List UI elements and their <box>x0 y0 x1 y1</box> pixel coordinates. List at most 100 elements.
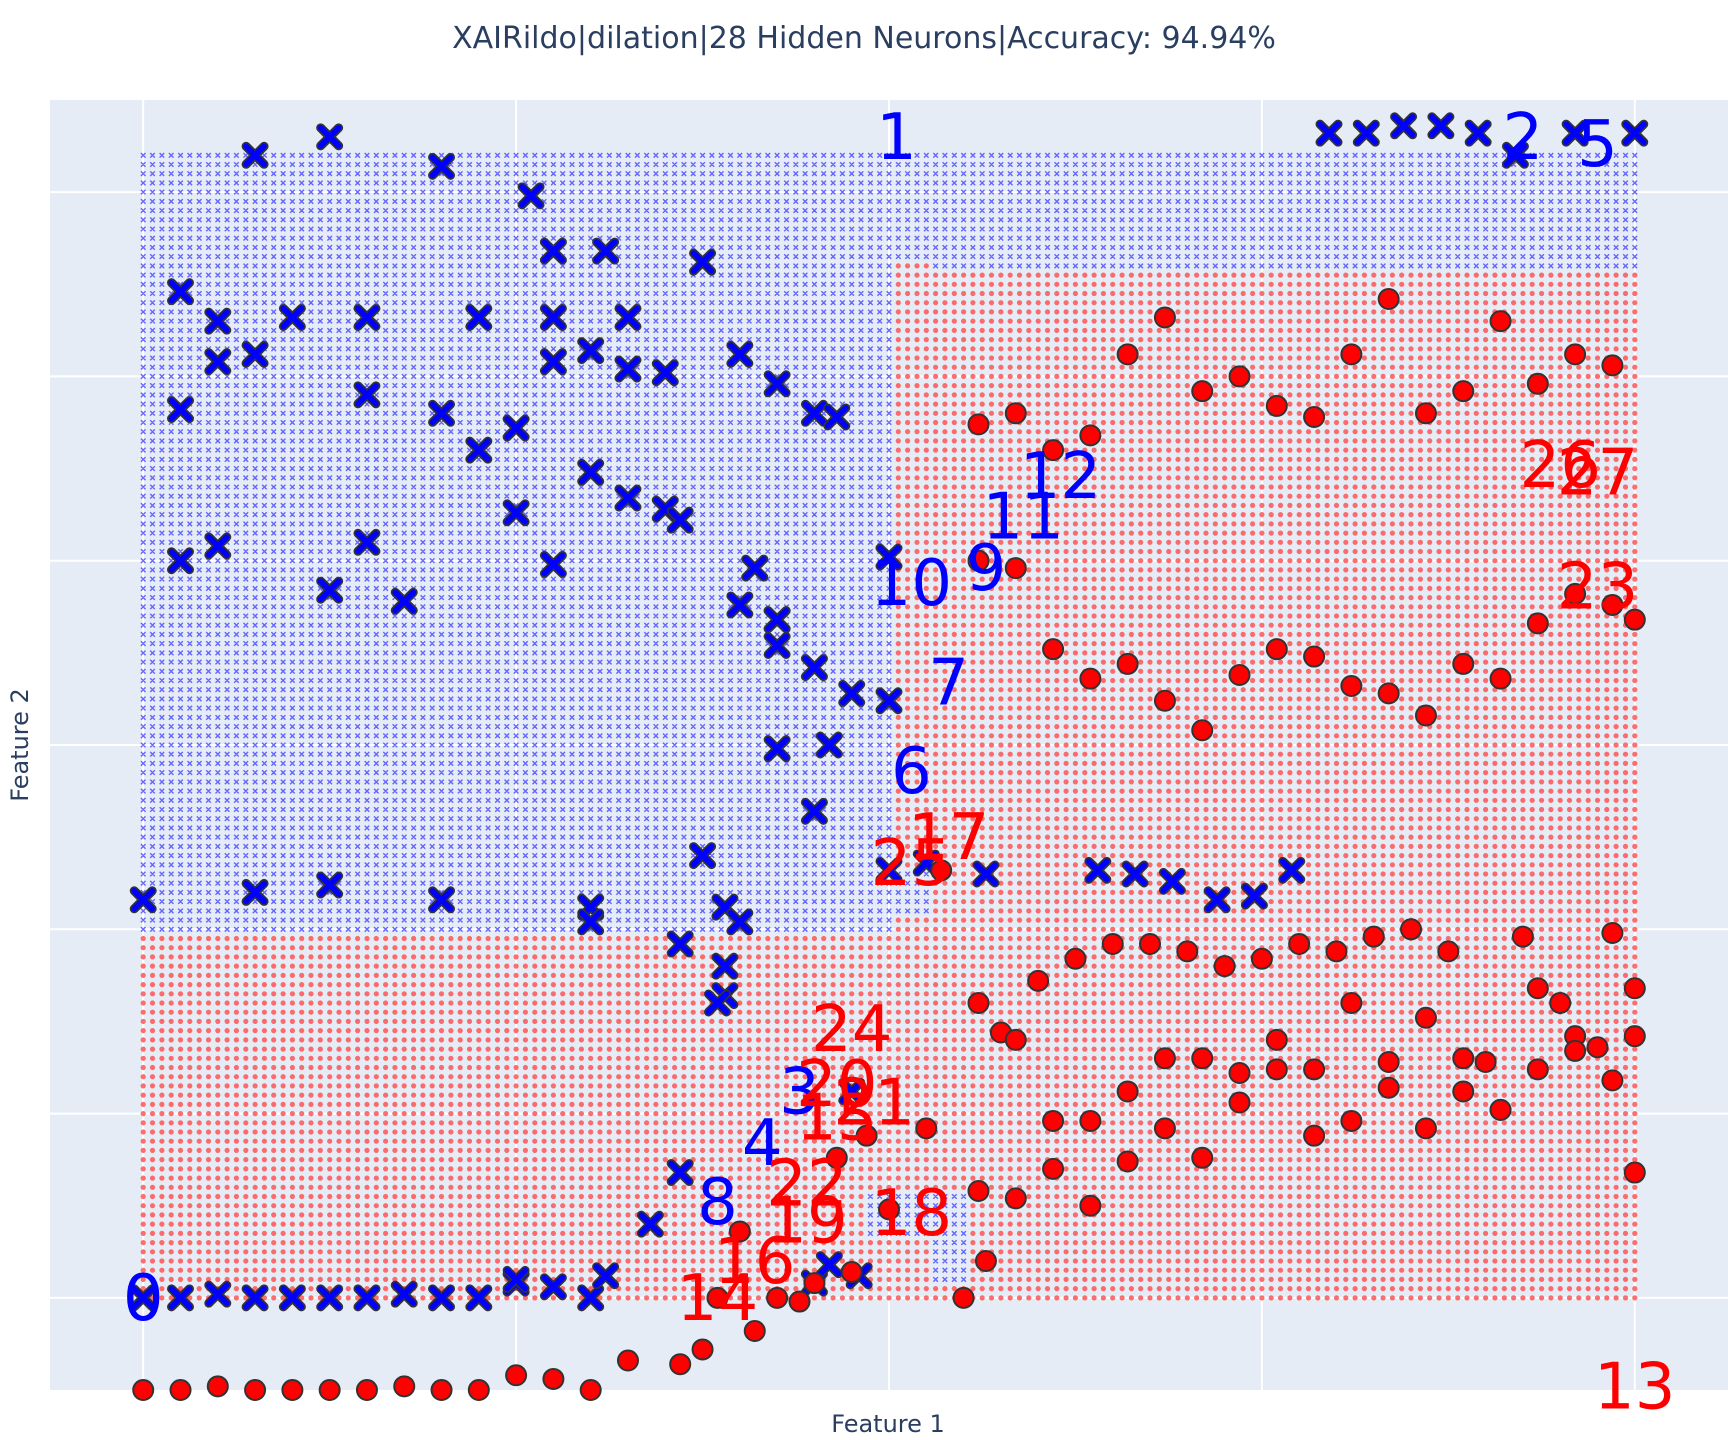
red-region-dot <box>215 1055 221 1061</box>
red-region-dot <box>1417 1286 1423 1292</box>
red-region-dot <box>821 1212 827 1218</box>
red-region-dot <box>1343 1157 1349 1163</box>
red-region-dot <box>1613 1101 1619 1107</box>
red-region-dot <box>233 1046 239 1052</box>
red-region-dot <box>448 1074 454 1080</box>
red-region-dot <box>1296 1101 1302 1107</box>
red-region-dot <box>373 1276 379 1282</box>
red-region-dot <box>1520 1193 1526 1200</box>
red-region-dot <box>1296 1258 1302 1264</box>
red-region-dot <box>578 1120 585 1126</box>
red-region-dot <box>252 1276 258 1282</box>
red-region-dot <box>942 1147 948 1153</box>
red-region-dot <box>569 1295 575 1301</box>
red-region-dot <box>1222 1064 1228 1071</box>
red-region-dot <box>867 1101 874 1107</box>
red-region-dot <box>1231 1258 1237 1264</box>
red-region-dot <box>550 1157 557 1163</box>
red-region-dot <box>401 1009 407 1015</box>
red-region-dot <box>448 1120 454 1126</box>
red-region-dot <box>1184 1120 1190 1126</box>
red-region-dot <box>159 1276 165 1282</box>
red-region-dot <box>1511 1240 1517 1246</box>
red-region-dot <box>1408 1276 1414 1282</box>
red-region-dot <box>653 1138 659 1144</box>
red-region-dot <box>261 1184 267 1190</box>
red-region-dot <box>420 1101 426 1107</box>
red-region-dot <box>1110 1184 1116 1190</box>
red-region-dot <box>1054 1028 1060 1034</box>
red-region-dot <box>1128 1111 1134 1117</box>
red-region-dot <box>606 1184 612 1190</box>
red-region-dot <box>541 1018 547 1024</box>
red-region-dot <box>383 1018 389 1024</box>
red-region-dot <box>345 1221 351 1227</box>
red-region-dot <box>1240 1129 1246 1135</box>
red-region-dot <box>392 1074 398 1080</box>
red-region-dot <box>1007 1175 1013 1181</box>
red-region-dot <box>1594 1267 1601 1273</box>
red-region-dot <box>961 1074 967 1080</box>
red-region-dot <box>1138 1166 1144 1172</box>
red-region-dot <box>1166 1101 1172 1107</box>
red-region-dot <box>1128 1249 1134 1255</box>
red-region-dot <box>1147 1064 1153 1071</box>
red-region-dot <box>1277 1138 1284 1144</box>
red-region-dot <box>597 1064 603 1071</box>
red-region-dot <box>625 1286 631 1292</box>
red-region-dot <box>1408 1193 1414 1200</box>
red-region-dot <box>737 1203 743 1209</box>
red-region-dot <box>1287 1055 1293 1061</box>
red-region-dot <box>690 1055 696 1061</box>
red-region-dot <box>1277 1258 1284 1264</box>
red-region-dot <box>1380 1129 1386 1135</box>
red-region-dot <box>289 1147 295 1153</box>
red-region-dot <box>1427 1258 1433 1264</box>
red-region-dot <box>988 1175 995 1181</box>
red-region-dot <box>588 1286 594 1292</box>
red-region-dot <box>905 1157 911 1163</box>
red-region-dot <box>653 1166 659 1172</box>
red-region-dot <box>942 1111 948 1117</box>
red-region-dot <box>457 1166 463 1172</box>
red-region-dot <box>355 1111 361 1117</box>
red-region-dot <box>746 1129 752 1135</box>
red-region-dot <box>1585 1240 1591 1246</box>
red-region-dot <box>634 1018 640 1024</box>
red-region-dot <box>1287 1138 1293 1144</box>
red-region-dot <box>1315 1295 1321 1301</box>
red-region-dot <box>401 1129 407 1135</box>
red-region-dot <box>1082 1249 1088 1255</box>
red-region-dot <box>1203 1175 1209 1181</box>
red-region-dot <box>1035 1028 1041 1034</box>
red-region-dot <box>700 1064 706 1071</box>
red-region-dot <box>1072 1193 1078 1200</box>
red-region-dot <box>513 1129 519 1135</box>
red-region-dot <box>774 1193 780 1200</box>
red-region-dot <box>1492 1193 1498 1200</box>
red-region-dot <box>532 1147 538 1153</box>
red-region-dot <box>1128 1018 1134 1024</box>
red-region-dot <box>709 1129 715 1135</box>
red-region-dot <box>1352 1018 1358 1024</box>
red-region-dot <box>690 1286 696 1292</box>
red-region-dot <box>1417 1046 1423 1052</box>
red-region-dot <box>1016 1092 1023 1098</box>
red-region-dot <box>1091 1083 1097 1089</box>
red-region-dot <box>233 1212 239 1218</box>
red-region-dot <box>1408 1230 1414 1236</box>
red-region-dot <box>1110 1092 1116 1098</box>
red-region-dot <box>1361 1055 1367 1061</box>
red-region-dot <box>979 1286 985 1292</box>
red-region-dot <box>625 1111 631 1117</box>
red-region-dot <box>1455 1249 1461 1255</box>
red-region-dot <box>1511 1046 1517 1052</box>
red-region-dot <box>159 1230 165 1236</box>
red-region-dot <box>877 1046 883 1052</box>
red-region-dot <box>886 1064 892 1071</box>
red-region-dot <box>355 1276 361 1282</box>
red-region-dot <box>895 1092 901 1098</box>
red-region-dot <box>308 1295 314 1301</box>
red-region-dot <box>476 1175 482 1181</box>
red-region-dot <box>1483 1046 1489 1052</box>
